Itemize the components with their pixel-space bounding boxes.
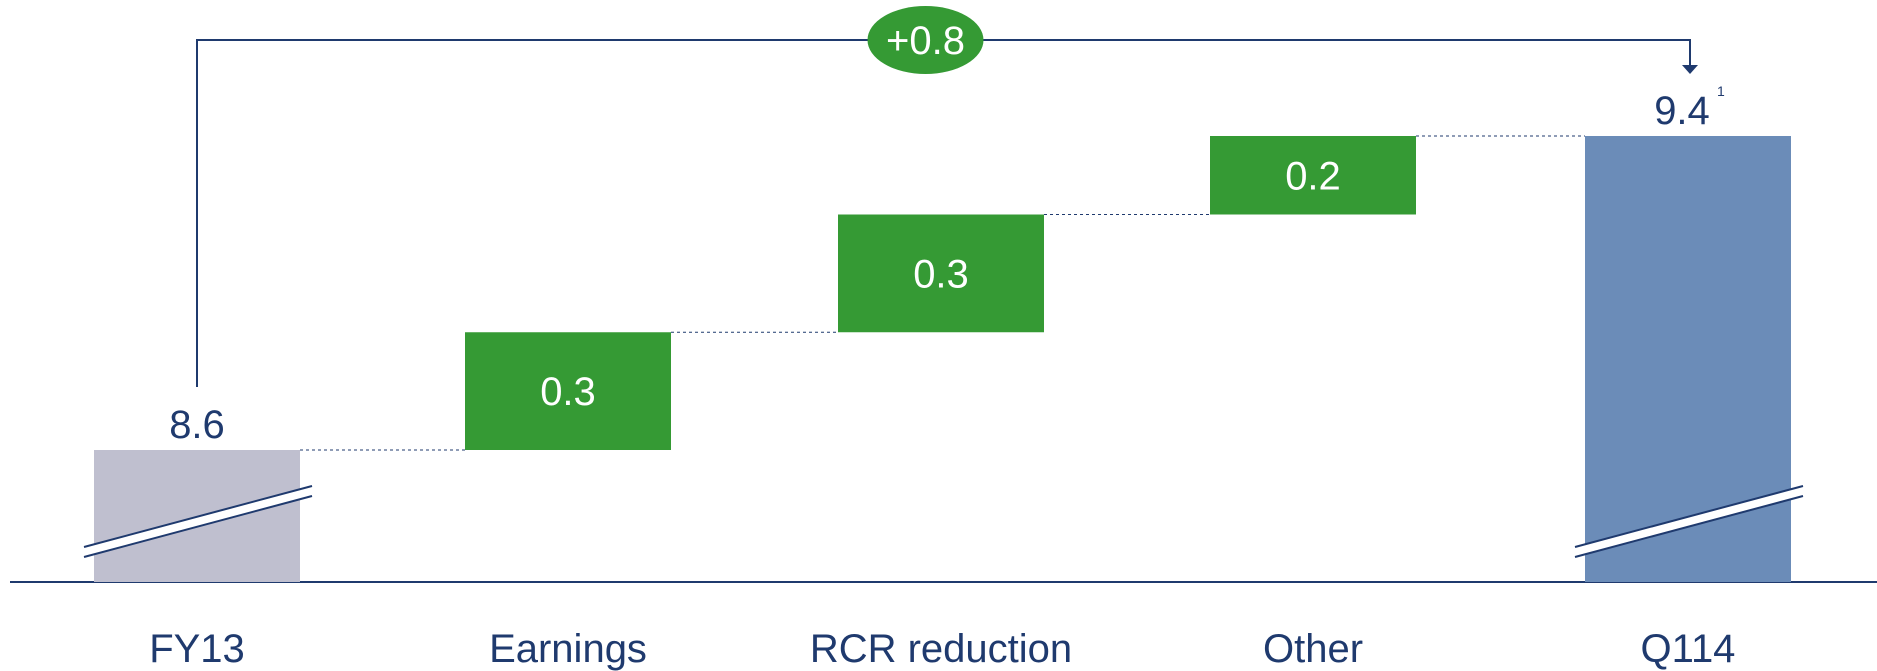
total-change-bracket: [196, 39, 1691, 387]
total-change-label: +0.8: [886, 19, 965, 63]
axis-break-line: [1574, 495, 1804, 558]
axis-break-line: [83, 485, 313, 548]
total-change-badge: [867, 6, 984, 74]
axis-break-line: [1574, 485, 1804, 548]
bar-value-label: 0.3: [540, 370, 596, 414]
bar-step: [465, 332, 671, 450]
category-label: Other: [1263, 627, 1363, 671]
axis-break-gap: [1575, 486, 1803, 557]
category-label: RCR reduction: [810, 627, 1072, 671]
axis-break-gap: [84, 486, 312, 557]
category-label: FY13: [149, 627, 245, 671]
bar-step: [1210, 136, 1416, 215]
category-label: Q114: [1641, 627, 1736, 671]
start-value-label: 8.6: [169, 403, 225, 447]
arrow-head-icon: [1682, 65, 1698, 74]
bar-end: [1585, 136, 1791, 582]
axis-break-line: [83, 495, 313, 558]
bar-value-label: 0.2: [1285, 154, 1341, 198]
bar-step: [838, 214, 1044, 333]
bar-value-label: 0.3: [913, 252, 969, 296]
end-value-label: 9.4: [1654, 89, 1710, 133]
footnote-marker: 1: [1717, 83, 1725, 99]
category-label: Earnings: [489, 627, 647, 671]
